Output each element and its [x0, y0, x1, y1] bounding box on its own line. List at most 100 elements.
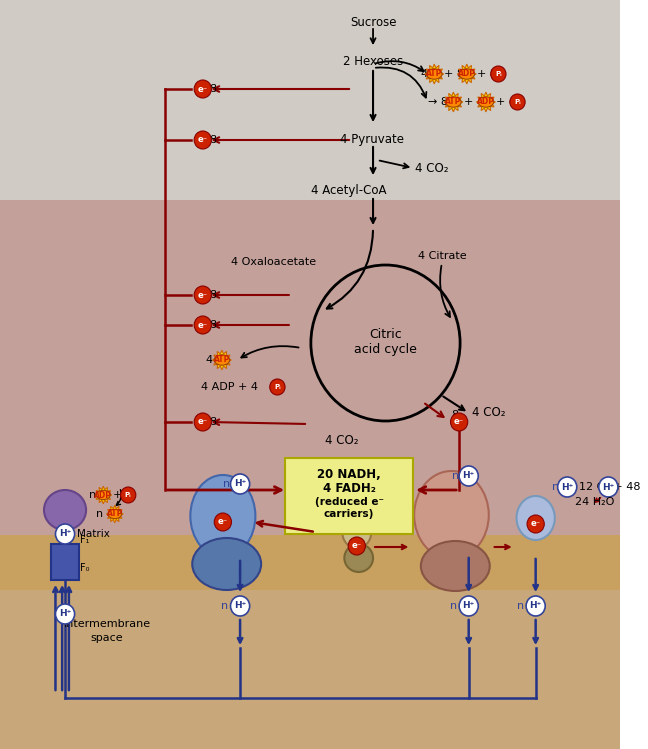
- Text: n: n: [452, 471, 459, 481]
- Ellipse shape: [459, 69, 474, 79]
- Circle shape: [194, 413, 211, 431]
- Polygon shape: [476, 92, 495, 112]
- Bar: [0, 535, 620, 590]
- Text: 4 FADH₂: 4 FADH₂: [323, 482, 376, 494]
- Text: Sucrose: Sucrose: [350, 16, 397, 29]
- Text: 8: 8: [209, 320, 216, 330]
- Text: n: n: [224, 479, 231, 489]
- Circle shape: [231, 596, 249, 616]
- FancyBboxPatch shape: [51, 544, 80, 580]
- Text: → 8: → 8: [428, 97, 448, 107]
- Text: Pᵢ: Pᵢ: [495, 71, 502, 77]
- Text: Pᵢ: Pᵢ: [514, 99, 521, 105]
- Bar: [0, 200, 620, 535]
- Ellipse shape: [97, 491, 110, 500]
- Ellipse shape: [414, 471, 489, 559]
- Text: e⁻: e⁻: [198, 321, 208, 330]
- Ellipse shape: [191, 475, 255, 557]
- Ellipse shape: [421, 541, 490, 591]
- Text: 8: 8: [209, 84, 216, 94]
- Circle shape: [194, 286, 211, 304]
- Text: 4 CO₂: 4 CO₂: [472, 407, 505, 419]
- Text: n: n: [89, 490, 96, 500]
- Circle shape: [121, 487, 136, 503]
- Text: F₁: F₁: [80, 535, 90, 545]
- Text: ATP: ATP: [445, 97, 461, 106]
- Text: n: n: [450, 601, 457, 611]
- Circle shape: [450, 413, 468, 431]
- Text: Citric: Citric: [369, 329, 402, 342]
- Text: e⁻: e⁻: [198, 417, 208, 426]
- Text: ATP: ATP: [214, 356, 230, 365]
- Text: H⁺: H⁺: [561, 482, 573, 491]
- Text: 12 O₂ + 48: 12 O₂ + 48: [579, 482, 640, 492]
- Polygon shape: [425, 64, 444, 84]
- Ellipse shape: [214, 355, 229, 366]
- Ellipse shape: [344, 544, 373, 572]
- Text: Intermembrane: Intermembrane: [64, 619, 151, 629]
- Text: 4 CO₂: 4 CO₂: [415, 162, 448, 175]
- Text: 4 Oxaloacetate: 4 Oxaloacetate: [231, 257, 316, 267]
- Text: 2 Hexoses: 2 Hexoses: [343, 55, 403, 68]
- Ellipse shape: [44, 490, 86, 530]
- Circle shape: [348, 537, 365, 555]
- Text: F₀: F₀: [80, 563, 90, 573]
- Bar: [0, 0, 620, 200]
- Text: 4 CO₂: 4 CO₂: [325, 434, 359, 446]
- Text: H⁺: H⁺: [463, 601, 475, 610]
- Text: H⁺: H⁺: [463, 472, 475, 481]
- Circle shape: [527, 515, 544, 533]
- Text: H⁺: H⁺: [59, 610, 71, 619]
- Circle shape: [194, 80, 211, 98]
- Circle shape: [194, 131, 211, 149]
- Bar: [0, 590, 620, 749]
- Text: ATP: ATP: [106, 509, 123, 518]
- Text: H⁺: H⁺: [234, 479, 246, 488]
- Text: n: n: [222, 601, 229, 611]
- Text: e⁻: e⁻: [352, 542, 362, 551]
- Ellipse shape: [516, 496, 555, 540]
- Circle shape: [214, 513, 231, 531]
- Circle shape: [558, 477, 577, 497]
- Circle shape: [231, 474, 249, 494]
- Ellipse shape: [446, 97, 461, 107]
- Text: carriers): carriers): [324, 509, 375, 519]
- Polygon shape: [457, 64, 476, 84]
- Text: (reduced e⁻: (reduced e⁻: [315, 497, 384, 507]
- Text: e⁻: e⁻: [454, 417, 464, 426]
- Circle shape: [599, 477, 618, 497]
- Circle shape: [270, 379, 285, 395]
- Text: e⁻: e⁻: [198, 85, 208, 94]
- Text: + 4: + 4: [464, 97, 484, 107]
- Text: 8: 8: [209, 290, 216, 300]
- Circle shape: [459, 466, 478, 486]
- Ellipse shape: [342, 518, 371, 548]
- Text: space: space: [91, 633, 123, 643]
- Circle shape: [526, 596, 545, 616]
- Circle shape: [459, 596, 478, 616]
- Text: 4 Citrate: 4 Citrate: [417, 251, 466, 261]
- Text: H⁺: H⁺: [529, 601, 542, 610]
- Text: 8: 8: [452, 410, 459, 420]
- Text: H⁺: H⁺: [59, 530, 71, 539]
- Text: H⁺: H⁺: [602, 482, 614, 491]
- Polygon shape: [213, 350, 231, 370]
- Ellipse shape: [478, 97, 494, 107]
- Text: Pᵢ: Pᵢ: [125, 492, 132, 498]
- Ellipse shape: [426, 69, 442, 79]
- FancyBboxPatch shape: [285, 458, 413, 534]
- Text: Pᵢ: Pᵢ: [274, 384, 281, 390]
- Polygon shape: [106, 505, 123, 523]
- Circle shape: [194, 316, 211, 334]
- Text: n: n: [96, 509, 103, 519]
- Text: 4: 4: [421, 69, 428, 79]
- Circle shape: [491, 66, 506, 82]
- Text: 8: 8: [209, 135, 216, 145]
- Text: 4 ADP + 4: 4 ADP + 4: [201, 382, 258, 392]
- Text: n: n: [517, 601, 524, 611]
- Polygon shape: [444, 92, 463, 112]
- Text: ADP: ADP: [477, 97, 495, 106]
- Polygon shape: [95, 486, 111, 504]
- Text: ATP: ATP: [426, 70, 443, 79]
- Text: H⁺: H⁺: [234, 601, 246, 610]
